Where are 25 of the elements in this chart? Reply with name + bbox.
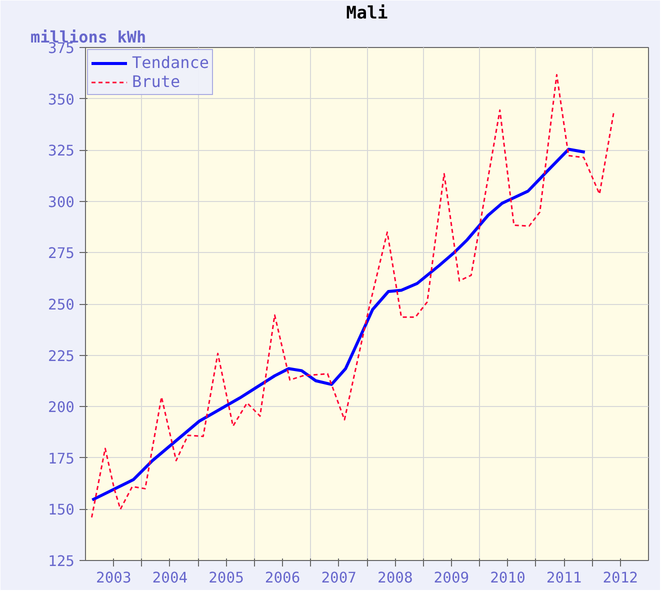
line-series [90, 148, 586, 502]
y-tick-label: 175 [48, 450, 75, 468]
legend-label: Tendance [132, 53, 210, 72]
x-tick-label: 2008 [378, 570, 413, 586]
x-tick-label: 2010 [490, 570, 526, 586]
legend-label: Brute [132, 72, 180, 91]
x-tick-label: 2012 [602, 570, 638, 586]
y-tick-label: 225 [48, 348, 75, 365]
y-tick-label: 150 [48, 502, 75, 519]
line-series [90, 74, 614, 518]
y-tick-label: 350 [48, 91, 75, 108]
y-tick-label: 200 [48, 399, 75, 416]
y-tick-label: 300 [48, 194, 75, 211]
x-tick-label: 2006 [264, 570, 300, 586]
chart-title: Mali [346, 4, 388, 24]
x-tick-label: 2007 [321, 570, 356, 586]
y-tick-label: 275 [48, 245, 75, 262]
y-tick-label: 125 [48, 553, 75, 570]
x-tick-label: 2004 [152, 570, 188, 586]
x-tick-label: 2005 [208, 570, 244, 586]
x-tick-label: 2003 [96, 570, 132, 586]
y-tick-label: 325 [48, 142, 75, 160]
y-tick-label: 250 [48, 296, 75, 314]
x-tick-label: 2009 [434, 570, 470, 586]
x-tick-label: 2011 [546, 570, 582, 586]
